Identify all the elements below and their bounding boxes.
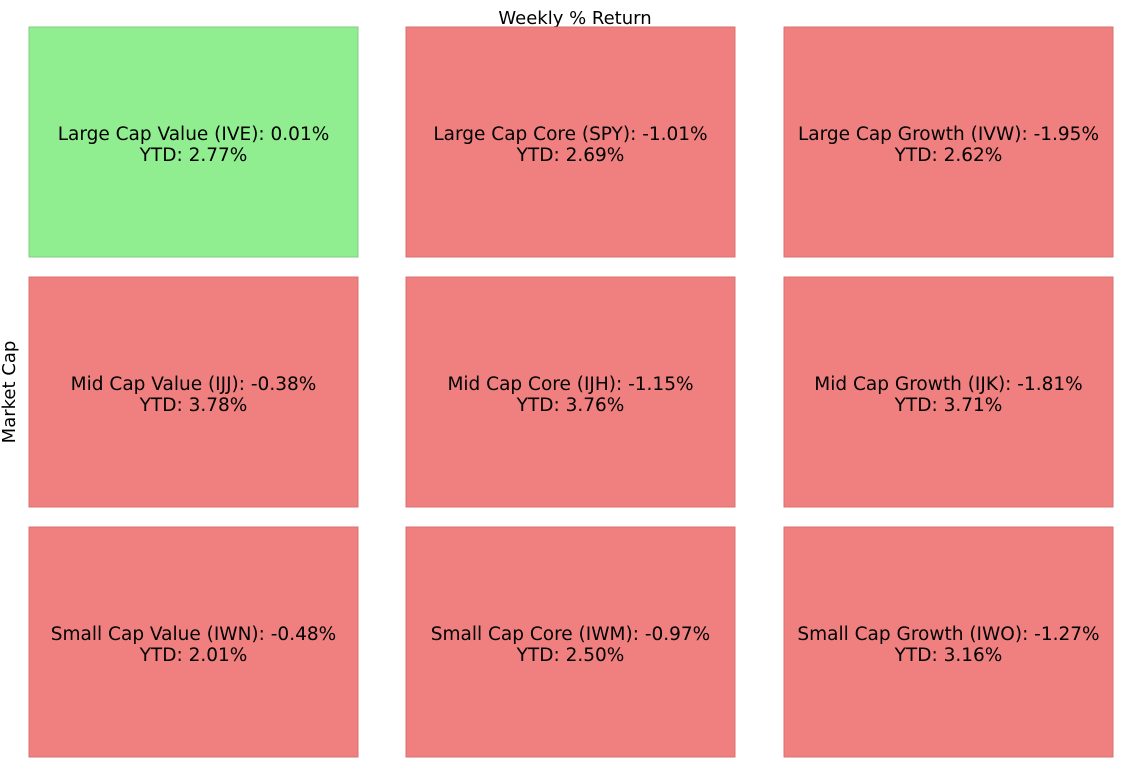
heatmap-cell: Mid Cap Value (IJJ): -0.38%YTD: 3.78% xyxy=(28,276,359,508)
heatmap-cell: Large Cap Value (IVE): 0.01%YTD: 2.77% xyxy=(28,26,359,258)
heatmap-cell: Small Cap Value (IWN): -0.48%YTD: 2.01% xyxy=(28,526,359,758)
heatmap-cell-label: Large Cap Growth (IVW): -1.95% xyxy=(798,124,1099,145)
heatmap-cell-ytd: YTD: 3.76% xyxy=(516,395,625,416)
heatmap-cell-label: Small Cap Growth (IWO): -1.27% xyxy=(797,624,1099,645)
heatmap-cell-ytd: YTD: 2.77% xyxy=(139,145,248,166)
heatmap-cell: Small Cap Core (IWM): -0.97%YTD: 2.50% xyxy=(405,526,736,758)
heatmap-cell-rect xyxy=(783,276,1114,508)
heatmap-cell-label: Mid Cap Core (IJH): -1.15% xyxy=(447,374,693,395)
heatmap-cell-rect xyxy=(28,526,359,758)
heatmap-cell-label: Small Cap Core (IWM): -0.97% xyxy=(431,624,711,645)
heatmap-cell-rect xyxy=(783,26,1114,258)
heatmap-cell-label: Mid Cap Value (IJJ): -0.38% xyxy=(71,374,317,395)
heatmap-cells: Large Cap Value (IVE): 0.01%YTD: 2.77%La… xyxy=(28,26,1114,758)
heatmap-cell-rect xyxy=(405,276,736,508)
heatmap-cell: Small Cap Growth (IWO): -1.27%YTD: 3.16% xyxy=(783,526,1114,758)
y-axis-label: Market Cap xyxy=(0,341,20,444)
heatmap-cell-ytd: YTD: 3.16% xyxy=(894,645,1003,666)
chart-title: Weekly % Return xyxy=(498,8,651,29)
heatmap-cell-ytd: YTD: 2.69% xyxy=(516,145,625,166)
heatmap-cell: Large Cap Growth (IVW): -1.95%YTD: 2.62% xyxy=(783,26,1114,258)
heatmap-cell-ytd: YTD: 3.78% xyxy=(139,395,248,416)
heatmap-cell: Mid Cap Core (IJH): -1.15%YTD: 3.76% xyxy=(405,276,736,508)
heatmap-cell-label: Large Cap Value (IVE): 0.01% xyxy=(58,124,330,145)
heatmap-cell-rect xyxy=(405,26,736,258)
heatmap-cell-label: Small Cap Value (IWN): -0.48% xyxy=(51,624,336,645)
heatmap-cell-label: Large Cap Core (SPY): -1.01% xyxy=(433,124,707,145)
heatmap-cell: Large Cap Core (SPY): -1.01%YTD: 2.69% xyxy=(405,26,736,258)
heatmap-cell: Mid Cap Growth (IJK): -1.81%YTD: 3.71% xyxy=(783,276,1114,508)
heatmap-cell-rect xyxy=(28,26,359,258)
heatmap-cell-ytd: YTD: 2.01% xyxy=(139,645,248,666)
heatmap-cell-label: Mid Cap Growth (IJK): -1.81% xyxy=(814,374,1083,395)
heatmap-cell-rect xyxy=(783,526,1114,758)
heatmap-cell-rect xyxy=(28,276,359,508)
heatmap-cell-ytd: YTD: 2.50% xyxy=(516,645,625,666)
heatmap-cell-rect xyxy=(405,526,736,758)
heatmap-cell-ytd: YTD: 3.71% xyxy=(894,395,1003,416)
heatmap-cell-ytd: YTD: 2.62% xyxy=(894,145,1003,166)
